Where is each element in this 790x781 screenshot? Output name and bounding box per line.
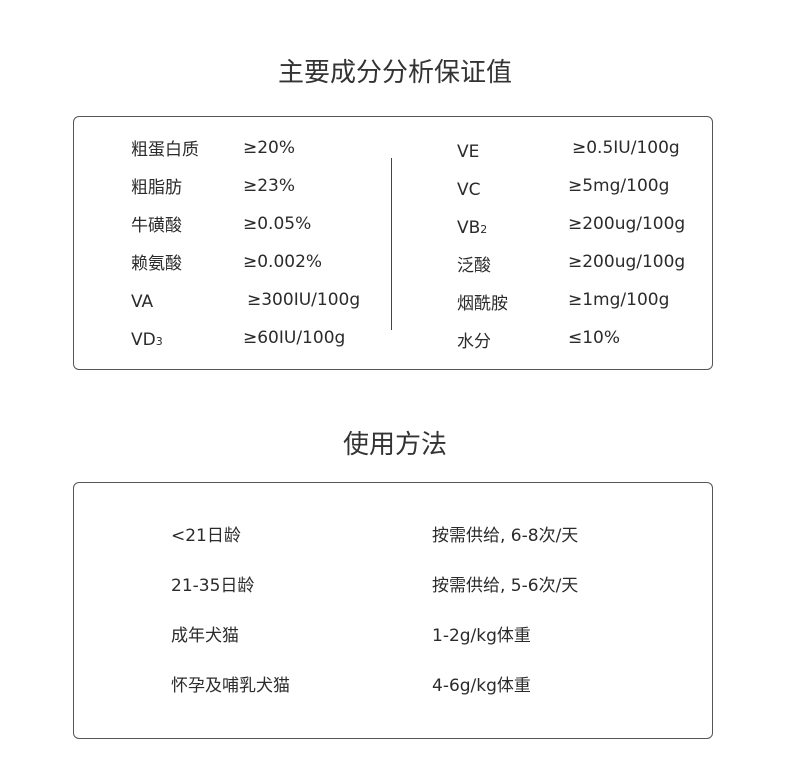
nutrient-value-text: ≥0.05% bbox=[243, 214, 312, 234]
nutrient-label-text: VC bbox=[457, 180, 481, 200]
nutrient-value: ≥0.05% bbox=[243, 214, 311, 234]
usage-amount: 4-6g/kg体重 bbox=[432, 676, 531, 696]
nutrient-value-text: ≥23% bbox=[243, 176, 296, 196]
nutrient-label: 赖氨酸 bbox=[131, 254, 182, 276]
nutrient-value: ≥5mg/100g bbox=[568, 176, 669, 196]
usage-amount: 按需供给, 6-8次/天 bbox=[432, 526, 578, 546]
nutrient-value: ≥20% bbox=[243, 138, 295, 158]
nutrient-label-text: 牛磺酸 bbox=[131, 216, 182, 236]
nutrient-value-text: ≥200ug/100g bbox=[568, 214, 686, 234]
nutrient-label-text: 泛酸 bbox=[457, 256, 491, 276]
usage-amount-text: 4-6g/kg体重 bbox=[432, 676, 531, 696]
usage-box bbox=[73, 482, 713, 739]
nutrient-label: 牛磺酸 bbox=[131, 216, 182, 238]
usage-age: 21-35日龄 bbox=[171, 576, 254, 596]
usage-age: 成年犬猫 bbox=[171, 626, 239, 646]
nutrient-label: 泛酸 bbox=[457, 256, 491, 278]
nutrient-value-text: ≥1mg/100g bbox=[568, 290, 670, 310]
nutrient-label-text: 烟酰胺 bbox=[457, 294, 508, 314]
nutrient-label: VB2 bbox=[457, 218, 487, 240]
nutrient-label-text: VE bbox=[457, 142, 480, 162]
usage-amount-text: 按需供给, 5-6次/天 bbox=[432, 576, 579, 596]
usage-age-text: 21-35日龄 bbox=[171, 576, 255, 596]
nutrient-value-text: ≥0.5IU/100g bbox=[572, 138, 680, 158]
nutrient-label: VE bbox=[457, 142, 479, 164]
nutrient-label-text: 水分 bbox=[457, 332, 491, 352]
analysis-title: 主要成分分析保证值 bbox=[277, 58, 512, 88]
nutrient-label: 烟酰胺 bbox=[457, 294, 508, 316]
nutrient-label: VC bbox=[457, 180, 481, 202]
usage-title: 使用方法 bbox=[342, 430, 447, 460]
nutrient-label: 粗蛋白质 bbox=[131, 140, 199, 162]
nutrient-label-text: 赖氨酸 bbox=[131, 254, 182, 274]
usage-amount: 1-2g/kg体重 bbox=[432, 626, 531, 646]
nutrient-value-text: ≤10% bbox=[568, 328, 621, 348]
nutrient-value-text: ≥5mg/100g bbox=[568, 176, 670, 196]
nutrient-value: ≥200ug/100g bbox=[568, 252, 685, 272]
nutrient-label-subscript: 2 bbox=[480, 223, 488, 236]
nutrient-value-text: ≥300IU/100g bbox=[247, 290, 361, 310]
nutrient-value: ≥300IU/100g bbox=[247, 290, 360, 310]
nutrient-value-text: ≥60IU/100g bbox=[243, 328, 346, 348]
nutrient-value: ≥0.5IU/100g bbox=[572, 138, 680, 158]
nutrient-value-text: ≥20% bbox=[243, 138, 296, 158]
nutrient-label-text: 粗蛋白质 bbox=[131, 140, 199, 160]
nutrient-value: ≥23% bbox=[243, 176, 295, 196]
nutrient-label: VD3 bbox=[131, 330, 163, 352]
nutrient-value: ≥200ug/100g bbox=[568, 214, 685, 234]
analysis-box bbox=[73, 116, 713, 370]
usage-age-text: 怀孕及哺乳犬猫 bbox=[171, 676, 290, 696]
nutrient-label-text: VD bbox=[131, 330, 156, 350]
nutrient-value: ≥60IU/100g bbox=[243, 328, 345, 348]
column-divider bbox=[391, 158, 392, 330]
nutrient-label-text: 粗脂肪 bbox=[131, 178, 182, 198]
usage-age: <21日龄 bbox=[171, 526, 241, 546]
usage-age-text: <21日龄 bbox=[171, 526, 241, 546]
nutrient-label-text: VA bbox=[131, 292, 154, 312]
nutrient-value: ≥0.002% bbox=[243, 252, 322, 272]
usage-age: 怀孕及哺乳犬猫 bbox=[171, 676, 290, 696]
nutrient-value: ≤10% bbox=[568, 328, 620, 348]
nutrient-value-text: ≥0.002% bbox=[243, 252, 323, 272]
nutrient-label-subscript: 3 bbox=[155, 335, 163, 348]
usage-amount: 按需供给, 5-6次/天 bbox=[432, 576, 578, 596]
nutrient-value: ≥1mg/100g bbox=[568, 290, 669, 310]
usage-amount-text: 1-2g/kg体重 bbox=[432, 626, 531, 646]
usage-age-text: 成年犬猫 bbox=[171, 626, 239, 646]
nutrient-label: VA bbox=[131, 292, 153, 314]
nutrient-label-text: VB bbox=[457, 218, 481, 238]
nutrient-label: 水分 bbox=[457, 332, 491, 354]
usage-amount-text: 按需供给, 6-8次/天 bbox=[432, 526, 579, 546]
nutrient-label: 粗脂肪 bbox=[131, 178, 182, 200]
nutrient-value-text: ≥200ug/100g bbox=[568, 252, 686, 272]
